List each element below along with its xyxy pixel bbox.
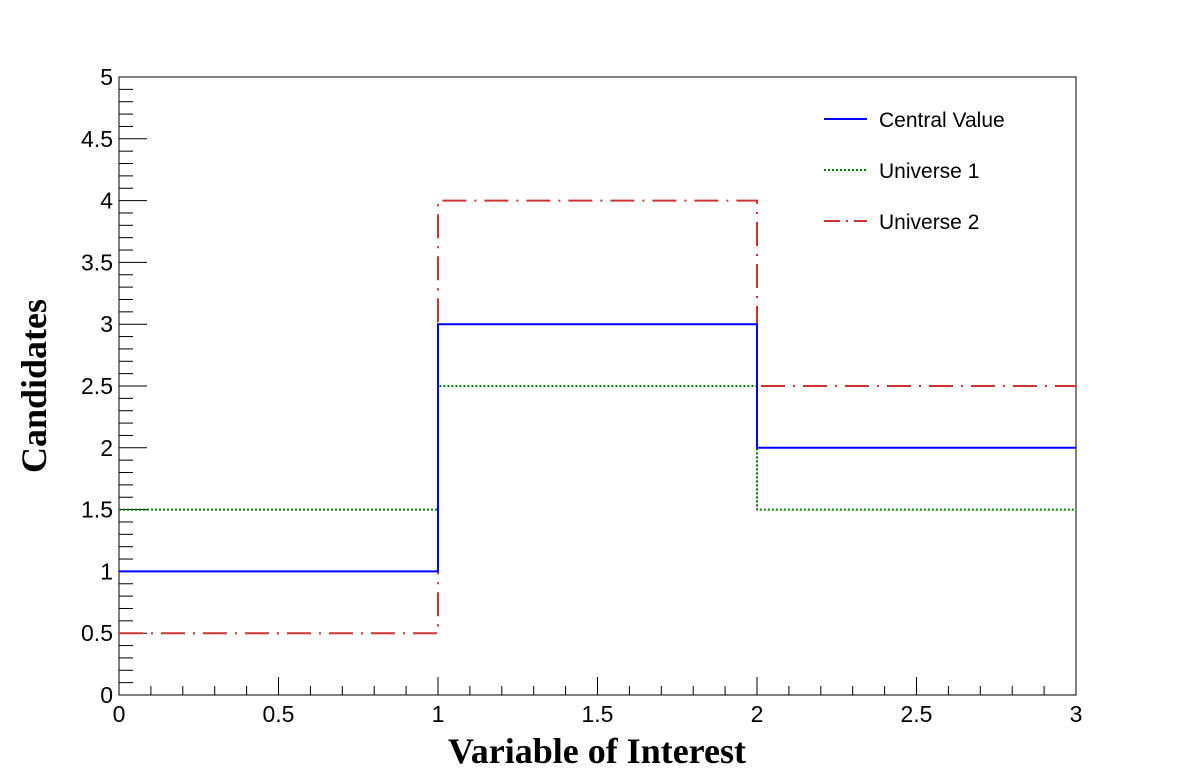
y-tick-label: 3.5 [81,249,113,275]
y-tick-label: 3 [100,311,113,337]
x-tick-label: 1.5 [582,701,614,727]
y-tick-label: 0.5 [81,620,113,646]
y-axis-title: Candidates [14,299,54,473]
series-line-universe-2 [119,199,1076,635]
x-tick-label: 0 [113,701,126,727]
y-tick-label: 4.5 [81,126,113,152]
series-line-universe-1 [119,385,1076,511]
legend: Central Value Universe 1 Universe 2 [824,109,1005,234]
series-lines [119,199,1076,635]
y-tick-label: 1.5 [81,497,113,523]
x-axis-title: Variable of Interest [448,731,746,771]
x-tick-label: 3 [1070,701,1083,727]
y-tick-label: 5 [100,64,113,90]
x-tick-label: 1 [432,701,445,727]
y-tick-label: 2.5 [81,373,113,399]
y-tick-label: 1 [100,558,113,584]
axis-tick-labels: 0 0.5 1 1.5 2 2.5 3 0 0.5 1 1.5 2 2.5 3 3.5 4 4.5 5 [81,64,1082,727]
legend-label: Universe 1 [879,160,979,183]
series-line-central-value [119,323,1076,573]
x-tick-label: 2 [751,701,764,727]
x-tick-label: 2.5 [901,701,933,727]
y-tick-label: 0 [100,682,113,708]
y-tick-label: 2 [100,435,113,461]
x-tick-label: 0.5 [263,701,295,727]
legend-label: Universe 2 [879,211,979,234]
y-tick-label: 4 [100,188,113,214]
legend-label: Central Value [879,109,1005,132]
